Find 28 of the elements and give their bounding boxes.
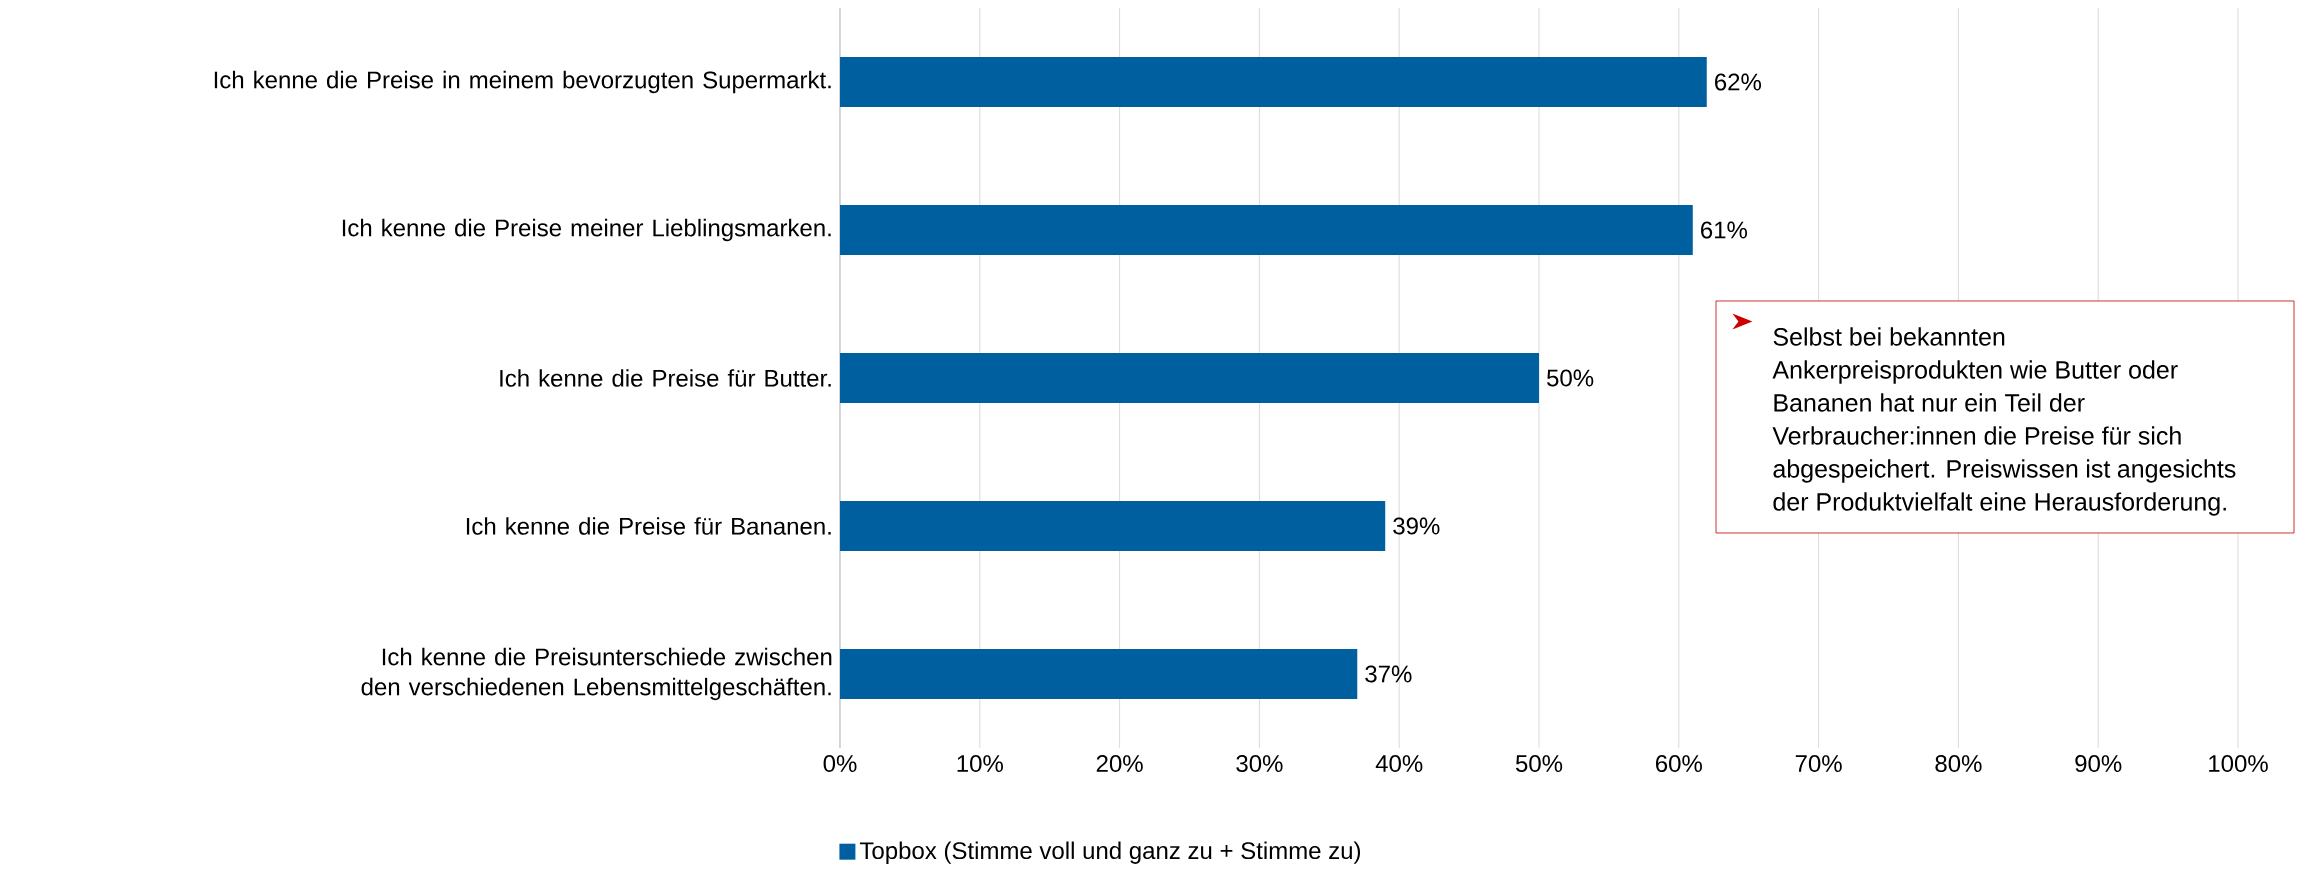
x-tick-label: 50% <box>1515 755 1563 773</box>
y-tick-label: Ich kenne die Preise für Bananen. <box>466 517 831 535</box>
bar <box>840 353 1539 403</box>
x-tick-label: 80% <box>1935 755 1982 773</box>
data-label: 37% <box>1365 665 1412 683</box>
bar <box>840 57 1707 107</box>
bar <box>840 501 1386 551</box>
y-tick-label: Ich kenne die Preise für Butter. <box>500 369 831 387</box>
data-label: 62% <box>1715 73 1761 91</box>
legend-label: Topbox (Stimme voll und ganz zu + Stimme zu) <box>859 841 1361 864</box>
y-tick-label: Ich kenne die Preise in meinem bevorzugten Supermarkt. <box>214 70 831 94</box>
x-tick-label: 40% <box>1375 755 1423 773</box>
bar <box>840 649 1358 699</box>
x-tick-label: 20% <box>1096 755 1143 773</box>
y-tick-label: Ich kenne die Preise meiner Lieblingsmarken. <box>342 218 831 242</box>
y-tick-label: Ich kenne die Preisunterschiede zwischen den verschiedenen Lebensmittelgeschäften. <box>361 647 832 701</box>
x-tick-label: 10% <box>957 755 1003 773</box>
annotation: Selbst bei bekannten Ankerpreisprodukten wie Butter oder Bananen hat nur ein Teil der Verbraucher:innen die Preise für sich abgespeichert. Preiswissen ist angesichts der Produktvielfalt eine Herausforderung. <box>1772 327 2236 516</box>
data-label: 50% <box>1547 369 1594 387</box>
x-tick-label: 70% <box>1795 755 1842 773</box>
data-label: 39% <box>1393 517 1440 535</box>
bar <box>840 205 1693 255</box>
x-tick-label: 0% <box>823 755 857 773</box>
x-tick-label: 30% <box>1236 755 1283 773</box>
x-tick-label: 60% <box>1656 755 1702 773</box>
x-tick-label: 90% <box>2075 755 2122 773</box>
data-label: 61% <box>1701 221 1748 239</box>
x-tick-label: 100% <box>2209 755 2268 773</box>
